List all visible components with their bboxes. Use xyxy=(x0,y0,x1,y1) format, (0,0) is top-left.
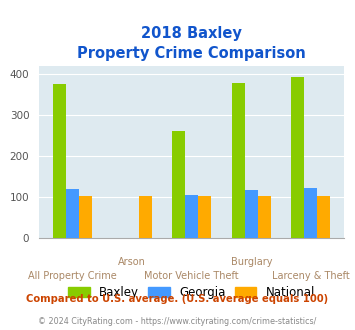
Bar xyxy=(172,131,185,238)
Text: © 2024 CityRating.com - https://www.cityrating.com/crime-statistics/: © 2024 CityRating.com - https://www.city… xyxy=(38,317,317,326)
Text: All Property Crime: All Property Crime xyxy=(28,271,117,281)
Title: 2018 Baxley
Property Crime Comparison: 2018 Baxley Property Crime Comparison xyxy=(77,26,306,61)
Bar xyxy=(185,195,198,238)
Bar xyxy=(53,84,66,238)
Bar xyxy=(258,196,271,238)
Bar xyxy=(231,83,245,238)
Bar xyxy=(139,196,152,238)
Bar xyxy=(198,196,211,238)
Text: Larceny & Theft: Larceny & Theft xyxy=(272,271,350,281)
Bar xyxy=(291,78,304,238)
Text: Burglary: Burglary xyxy=(230,257,272,267)
Bar xyxy=(66,188,79,238)
Text: Motor Vehicle Theft: Motor Vehicle Theft xyxy=(144,271,239,281)
Bar xyxy=(245,190,258,238)
Text: Compared to U.S. average. (U.S. average equals 100): Compared to U.S. average. (U.S. average … xyxy=(26,294,329,304)
Legend: Baxley, Georgia, National: Baxley, Georgia, National xyxy=(64,281,320,304)
Bar xyxy=(304,188,317,238)
Bar xyxy=(317,196,331,238)
Text: Arson: Arson xyxy=(118,257,146,267)
Bar xyxy=(79,196,92,238)
